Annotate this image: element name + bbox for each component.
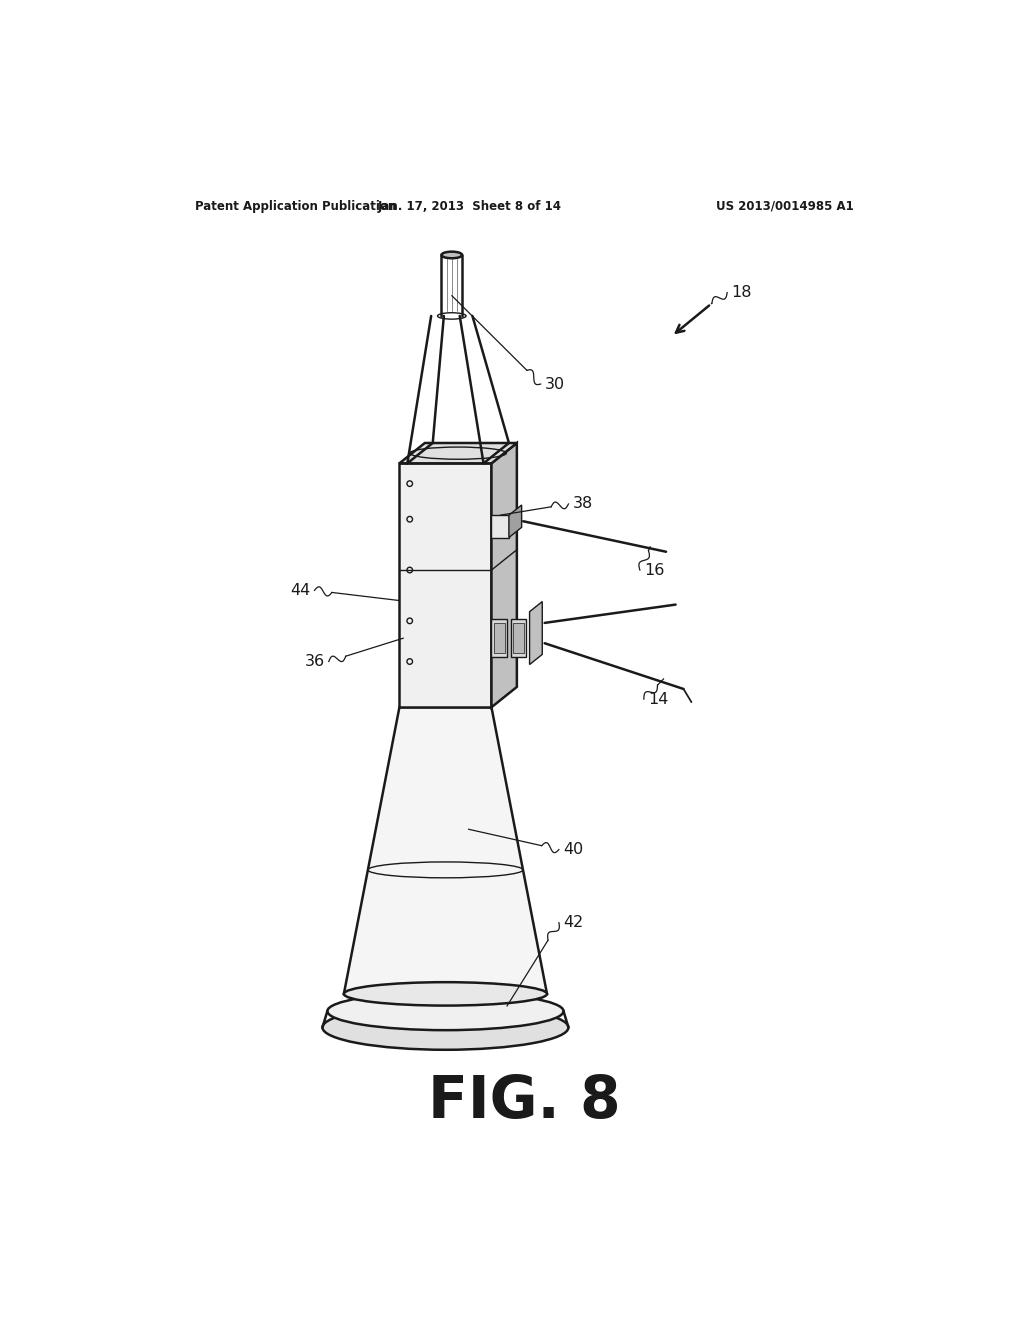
Polygon shape bbox=[399, 463, 492, 708]
Ellipse shape bbox=[323, 1005, 568, 1049]
Polygon shape bbox=[494, 623, 505, 653]
Polygon shape bbox=[492, 444, 517, 708]
Ellipse shape bbox=[344, 982, 547, 1006]
Text: 44: 44 bbox=[290, 583, 310, 598]
Text: US 2013/0014985 A1: US 2013/0014985 A1 bbox=[717, 199, 854, 213]
Ellipse shape bbox=[328, 993, 563, 1030]
Polygon shape bbox=[509, 506, 521, 537]
Text: 36: 36 bbox=[305, 653, 325, 669]
Text: Jan. 17, 2013  Sheet 8 of 14: Jan. 17, 2013 Sheet 8 of 14 bbox=[377, 199, 561, 213]
Text: 38: 38 bbox=[572, 496, 593, 511]
Text: 14: 14 bbox=[648, 692, 669, 706]
Text: 18: 18 bbox=[731, 285, 752, 300]
Polygon shape bbox=[511, 619, 526, 657]
Text: 40: 40 bbox=[563, 842, 583, 857]
Text: Patent Application Publication: Patent Application Publication bbox=[196, 199, 396, 213]
Polygon shape bbox=[529, 602, 543, 664]
Polygon shape bbox=[492, 619, 507, 657]
Text: 42: 42 bbox=[563, 915, 583, 931]
Ellipse shape bbox=[441, 252, 462, 259]
Text: FIG. 8: FIG. 8 bbox=[428, 1073, 622, 1130]
Polygon shape bbox=[344, 708, 547, 994]
Polygon shape bbox=[492, 515, 509, 537]
Text: 30: 30 bbox=[545, 376, 565, 392]
Polygon shape bbox=[513, 623, 524, 653]
Polygon shape bbox=[399, 444, 517, 463]
Text: 16: 16 bbox=[644, 562, 665, 578]
